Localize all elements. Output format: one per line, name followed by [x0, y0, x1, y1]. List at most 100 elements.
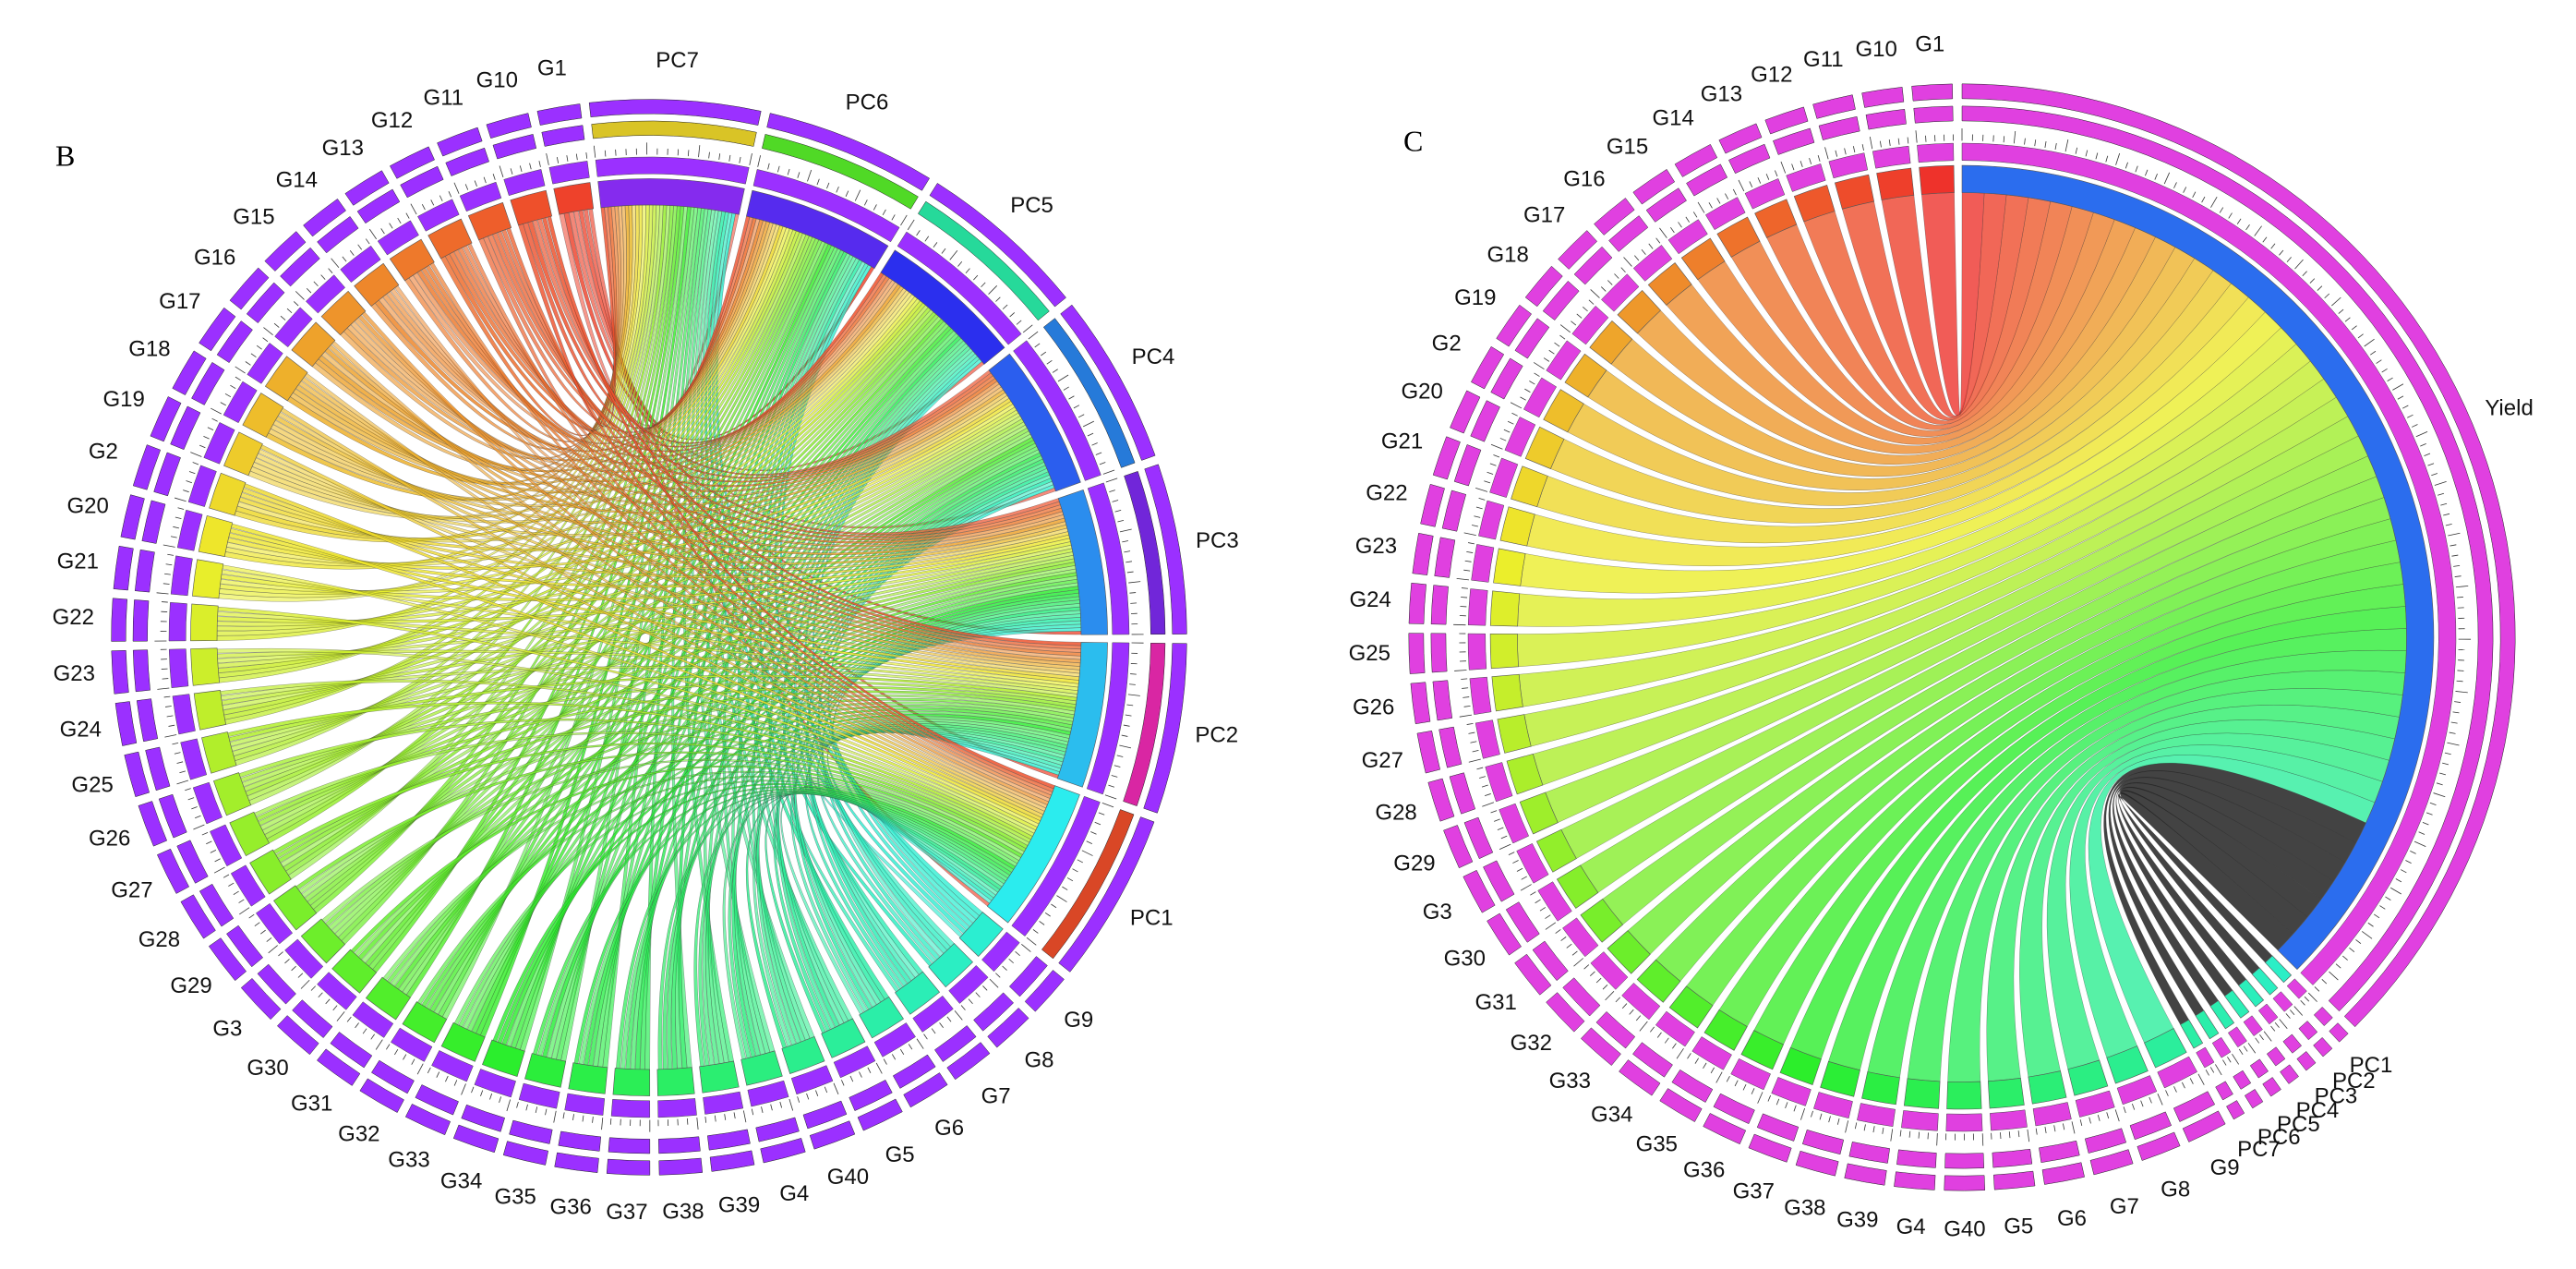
scale-tick	[190, 452, 202, 457]
scale-tick	[2449, 731, 2456, 734]
outer-track	[1487, 912, 1522, 956]
sector-inner-band	[389, 238, 435, 282]
scale-tick	[2290, 1009, 2295, 1015]
scale-tick	[2071, 1121, 2076, 1134]
sector-ring	[223, 381, 258, 424]
scale-tick	[1464, 560, 1472, 562]
sector-inner-band	[1056, 642, 1108, 788]
outer-track	[554, 1152, 599, 1173]
scale-tick	[1824, 147, 1829, 160]
scale-tick	[2420, 443, 2426, 447]
scale-tick	[1046, 359, 1053, 365]
scale-tick	[1757, 177, 1762, 184]
scale-tick	[510, 168, 513, 175]
scale-tick	[1600, 286, 1607, 292]
scale-tick	[995, 973, 1001, 978]
scale-tick	[708, 151, 710, 159]
sector-inner-band	[198, 515, 234, 557]
sector-inner-band	[273, 885, 318, 931]
scale-tick	[562, 1112, 565, 1119]
outer-track	[240, 977, 282, 1021]
scale-tick	[2454, 575, 2462, 577]
scale-tick	[1687, 1053, 1691, 1059]
sector-inner-band	[2180, 1019, 2204, 1049]
sector-inner-band	[2251, 967, 2279, 996]
scale-tick	[883, 1058, 887, 1065]
sector-label: G36	[1683, 1157, 1725, 1182]
scale-tick	[2114, 1109, 2120, 1122]
scale-tick	[1607, 280, 1613, 285]
outer-track	[1449, 772, 1476, 815]
scale-tick	[1520, 396, 1526, 401]
sector-inner-band	[1647, 262, 1692, 306]
sector-label: G13	[1701, 82, 1742, 107]
sector-inner-band	[510, 189, 553, 226]
scale-tick	[1845, 1120, 1849, 1133]
scale-tick	[1521, 876, 1527, 880]
scale-tick	[2000, 1132, 2002, 1140]
outer-track	[1703, 1113, 1747, 1145]
sector-label: G30	[1444, 947, 1486, 972]
scale-tick	[2304, 996, 2310, 1002]
sector-label: G17	[1523, 203, 1565, 228]
sector-inner-band	[354, 262, 400, 307]
sector-ring	[1872, 145, 1911, 169]
scale-tick	[973, 274, 979, 281]
outer-track	[1420, 483, 1445, 527]
scale-tick	[601, 1118, 604, 1130]
outer-track	[558, 1130, 602, 1152]
scale-tick	[2395, 878, 2402, 883]
outer-track	[404, 1104, 451, 1136]
scale-tick	[445, 1075, 449, 1082]
sector-ring	[747, 1080, 789, 1107]
scale-tick	[2401, 869, 2407, 874]
scale-tick	[836, 186, 839, 193]
sector-label: PC3	[2315, 1084, 2358, 1109]
sector-ring	[518, 1082, 560, 1109]
scale-tick	[1734, 1080, 1739, 1087]
sector-label: PC4	[2296, 1098, 2340, 1123]
scale-tick	[1555, 929, 1561, 934]
scale-tick	[1124, 550, 1131, 553]
sector-ring	[1590, 951, 1629, 990]
scale-tick	[2367, 922, 2374, 927]
scale-tick	[1021, 944, 1031, 952]
sector-label: G14	[276, 168, 318, 193]
scale-tick	[1623, 257, 1632, 267]
sector-label: G6	[934, 1116, 964, 1141]
scale-tick	[2317, 285, 2323, 291]
scale-tick	[2197, 1073, 2205, 1085]
outer-track	[1795, 1150, 1839, 1177]
sector-ring	[2075, 1090, 2115, 1118]
sector-ring	[2227, 1026, 2247, 1048]
panel-label: B	[55, 139, 75, 172]
scale-tick	[416, 1063, 424, 1075]
outer-track	[2313, 1037, 2333, 1058]
scale-tick	[604, 150, 607, 157]
scale-tick	[2379, 905, 2386, 910]
scale-tick	[278, 951, 283, 957]
scale-tick	[1791, 163, 1795, 171]
outer-track	[946, 1042, 991, 1081]
scale-tick	[2135, 165, 2138, 173]
scale-tick	[2448, 532, 2461, 537]
scale-tick	[833, 1082, 839, 1094]
outer-track	[509, 1119, 553, 1144]
scale-tick	[483, 176, 487, 184]
scale-tick	[211, 417, 218, 422]
sector-inner-band	[1511, 465, 1548, 508]
outer-track	[344, 170, 390, 206]
scale-tick	[1130, 673, 1137, 675]
outer-track	[2233, 1070, 2252, 1090]
outer-track	[1812, 94, 1856, 119]
scale-tick	[263, 327, 273, 335]
scale-tick	[1500, 835, 1508, 840]
sector-ring	[1917, 142, 1955, 163]
sector-label: G21	[1381, 429, 1423, 454]
scale-tick	[859, 1071, 862, 1078]
scale-tick	[368, 228, 377, 240]
scale-tick	[1034, 343, 1041, 348]
scale-tick	[2411, 424, 2418, 428]
sector-inner-band	[1779, 1046, 1822, 1085]
